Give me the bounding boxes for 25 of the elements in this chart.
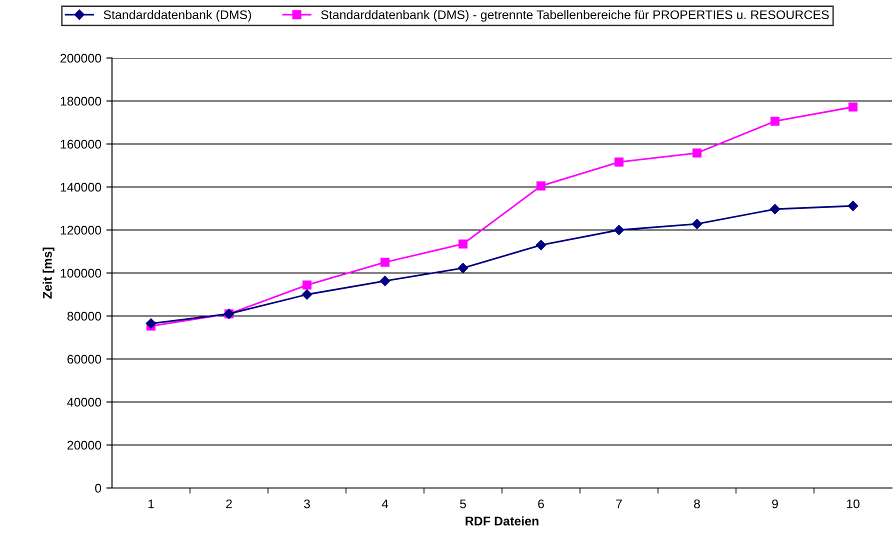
- y-tick-label: 160000: [60, 140, 102, 149]
- x-tick-label: 9: [772, 499, 778, 508]
- x-tick-label: 1: [148, 500, 154, 508]
- y-tick-label: 0: [95, 484, 102, 493]
- y-tick-label: 40000: [67, 398, 102, 407]
- y-tick-label: 20000: [67, 440, 102, 450]
- legend-label: Standarddatenbank (DMS): [104, 10, 252, 22]
- y-tick-label: 180000: [60, 96, 102, 106]
- x-tick-label: 5: [460, 500, 466, 508]
- y-tick-label: 120000: [60, 226, 102, 235]
- y-tick-label: 80000: [67, 312, 102, 321]
- x-tick-label: 2: [226, 499, 232, 508]
- y-tick-label: 100000: [60, 268, 102, 278]
- y-tick-label: 200000: [60, 54, 102, 63]
- x-axis-title: RDF Dateien: [466, 516, 538, 526]
- y-tick-label: 140000: [60, 182, 102, 192]
- y-axis-title: Zeit [ms]: [42, 248, 54, 299]
- x-tick-label: 6: [538, 499, 544, 508]
- x-tick-label: 8: [694, 499, 700, 508]
- x-tick-label: 4: [382, 500, 388, 508]
- x-tick-label: 7: [616, 500, 622, 508]
- x-tick-label: 3: [304, 499, 310, 508]
- x-tick-label: 10: [847, 499, 860, 508]
- y-tick-label: 60000: [67, 354, 102, 364]
- legend-label: Standarddatenbank (DMS) - getrennte Tabellenbereiche für PROPERTIES u. RESOURCES: [321, 10, 829, 22]
